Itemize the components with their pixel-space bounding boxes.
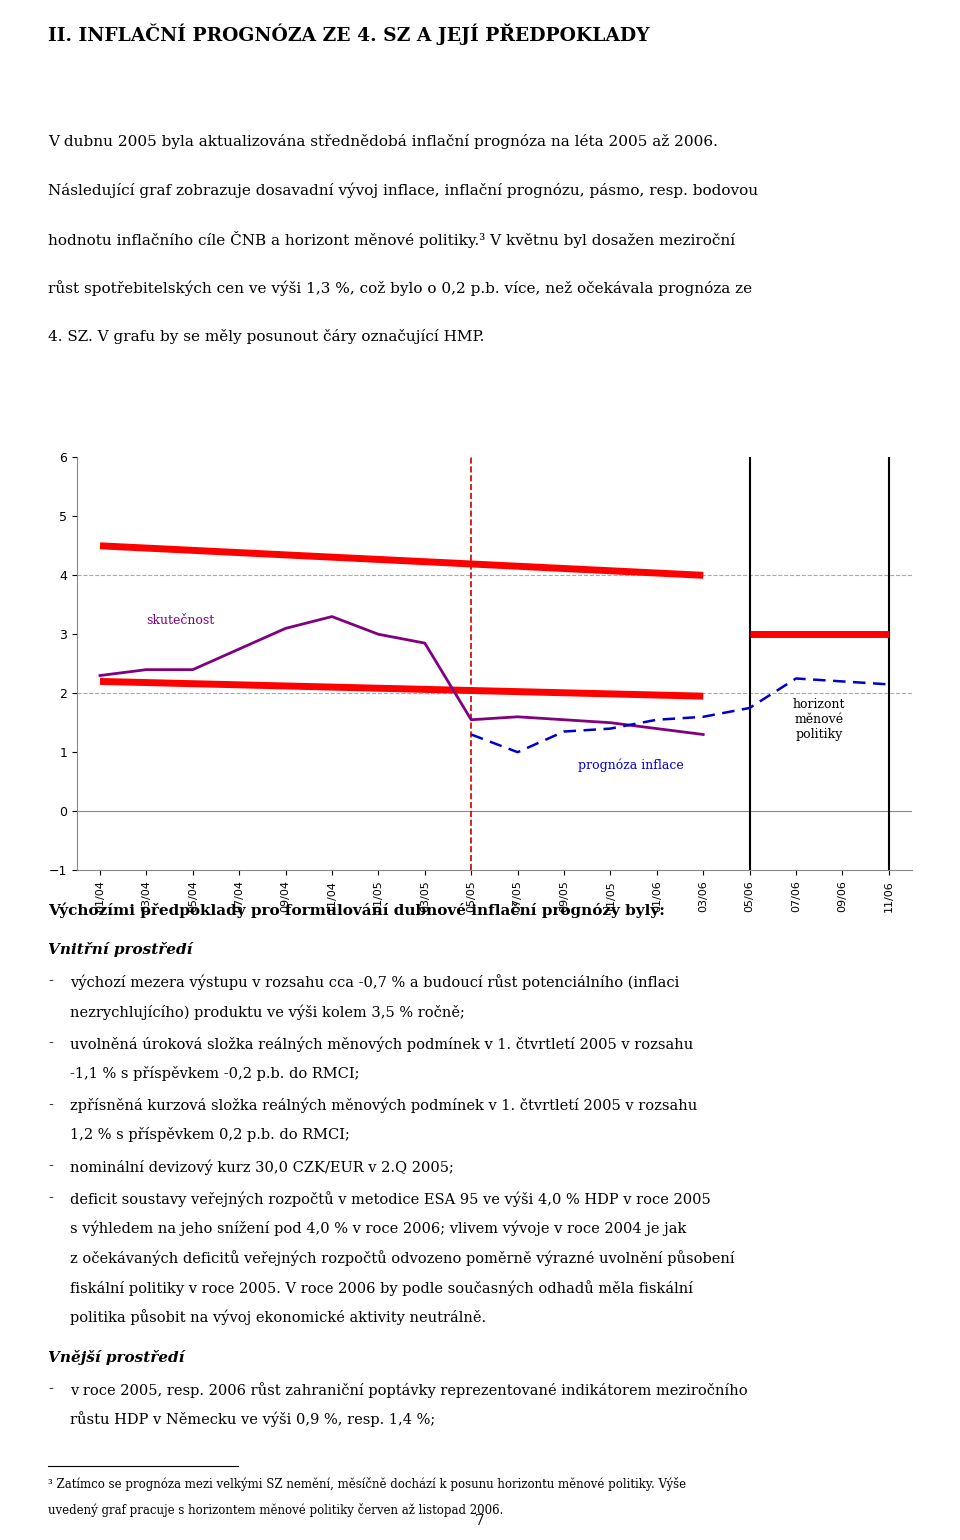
Text: Výchozími předpoklady pro formulování dubnové inflační prognózy byly:: Výchozími předpoklady pro formulování du… (48, 902, 665, 918)
Text: uvolněná úroková složka reálných měnových podmínek v 1. čtvrtletí 2005 v rozsahu: uvolněná úroková složka reálných měnovýc… (70, 1036, 693, 1052)
Text: s výhledem na jeho snížení pod 4,0 % v roce 2006; vlivem vývoje v roce 2004 je j: s výhledem na jeho snížení pod 4,0 % v r… (70, 1221, 686, 1237)
Text: nezrychlujícího) produktu ve výši kolem 3,5 % ročně;: nezrychlujícího) produktu ve výši kolem … (70, 1004, 465, 1019)
Text: -: - (48, 1160, 53, 1173)
Text: 4. SZ. V grafu by se měly posunout čáry označující HMP.: 4. SZ. V grafu by se měly posunout čáry … (48, 330, 485, 343)
Text: deficit soustavy veřejných rozpočtů v metodice ESA 95 ve výši 4,0 % HDP v roce 2: deficit soustavy veřejných rozpočtů v me… (70, 1192, 710, 1207)
Text: nominální devizový kurz 30,0 CZK/EUR v 2.Q 2005;: nominální devizový kurz 30,0 CZK/EUR v 2… (70, 1160, 453, 1175)
Text: -1,1 % s příspěvkem -0,2 p.b. do RMCI;: -1,1 % s příspěvkem -0,2 p.b. do RMCI; (70, 1066, 359, 1081)
Text: hodnotu inflačního cíle ČNB a horizont měnové politiky.³ V květnu byl dosažen me: hodnotu inflačního cíle ČNB a horizont m… (48, 231, 735, 248)
Text: výchozí mezera výstupu v rozsahu cca -0,7 % a budoucí růst potenciálního (inflac: výchozí mezera výstupu v rozsahu cca -0,… (70, 975, 679, 990)
Text: Následující graf zobrazuje dosavadní vývoj inflace, inflační prognózu, pásmo, re: Následující graf zobrazuje dosavadní výv… (48, 183, 758, 199)
Text: horizont
měnové
politiky: horizont měnové politiky (793, 698, 846, 741)
Text: II. INFLAČNÍ PROGNÓZA ZE 4. SZ A JEJÍ PŘEDPOKLADY: II. INFLAČNÍ PROGNÓZA ZE 4. SZ A JEJÍ PŘ… (48, 25, 650, 45)
Text: -: - (48, 1036, 53, 1050)
Text: 1,2 % s příspěvkem 0,2 p.b. do RMCI;: 1,2 % s příspěvkem 0,2 p.b. do RMCI; (70, 1127, 349, 1143)
Text: politika působit na vývoj ekonomické aktivity neutrálně.: politika působit na vývoj ekonomické akt… (70, 1309, 486, 1326)
Text: růst spotřebitelských cen ve výši 1,3 %, což bylo o 0,2 p.b. více, než očekávala: růst spotřebitelských cen ve výši 1,3 %,… (48, 280, 752, 296)
Text: ³ Zatímco se prognóza mezi velkými SZ nemění, měsíčně dochází k posunu horizontu: ³ Zatímco se prognóza mezi velkými SZ ne… (48, 1477, 686, 1491)
Text: z očekávaných deficitů veřejných rozpočtů odvozeno poměrně výrazné uvolnění půso: z očekávaných deficitů veřejných rozpočt… (70, 1250, 734, 1266)
Text: růstu HDP v Německu ve výši 0,9 %, resp. 1,4 %;: růstu HDP v Německu ve výši 0,9 %, resp.… (70, 1411, 435, 1428)
Text: Vnitřní prostředí: Vnitřní prostředí (48, 942, 192, 958)
Text: v roce 2005, resp. 2006 růst zahraniční poptávky reprezentované indikátorem mezi: v roce 2005, resp. 2006 růst zahraniční … (70, 1381, 747, 1398)
Text: -: - (48, 1098, 53, 1112)
Text: -: - (48, 1192, 53, 1206)
Text: uvedený graf pracuje s horizontem měnové politiky červen až listopad 2006.: uvedený graf pracuje s horizontem měnové… (48, 1503, 503, 1517)
Text: Vnější prostředí: Vnější prostředí (48, 1349, 184, 1364)
Text: zpřísněná kurzová složka reálných měnových podmínek v 1. čtvrtletí 2005 v rozsah: zpřísněná kurzová složka reálných měnový… (70, 1098, 697, 1113)
Text: -: - (48, 1381, 53, 1395)
Text: -: - (48, 975, 53, 989)
Text: prognóza inflace: prognóza inflace (578, 758, 684, 772)
Text: skutečnost: skutečnost (146, 613, 215, 627)
Text: 7: 7 (475, 1514, 485, 1528)
Text: fiskální politiky v roce 2005. V roce 2006 by podle současných odhadů měla fiská: fiskální politiky v roce 2005. V roce 20… (70, 1280, 692, 1297)
Text: V dubnu 2005 byla aktualizována střednědobá inflační prognóza na léta 2005 až 20: V dubnu 2005 byla aktualizována středněd… (48, 134, 718, 149)
